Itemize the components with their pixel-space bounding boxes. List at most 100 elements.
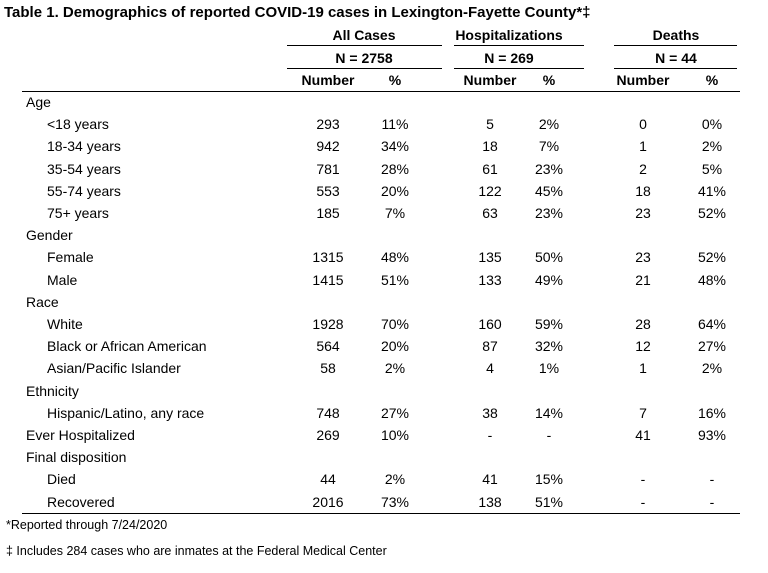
table-title: Table 1. Demographics of reported COVID-… xyxy=(4,4,591,21)
cell-number: 44 xyxy=(320,471,336,488)
cell-number: 28 xyxy=(635,316,651,332)
cell-number: 122 xyxy=(478,182,502,199)
cell-percent: 27% xyxy=(380,404,410,421)
cell-number: 7 xyxy=(639,404,647,421)
cell-percent: 2% xyxy=(701,360,723,377)
cell-number: - xyxy=(640,493,646,510)
cell-number: 269 xyxy=(316,427,340,443)
cell-percent: 7% xyxy=(538,138,560,155)
cell-number: 61 xyxy=(482,160,498,177)
section-label: Final disposition xyxy=(26,449,127,466)
group-header-underline xyxy=(454,45,584,46)
group-header-name: Deaths xyxy=(652,27,700,43)
column-header-percent: % xyxy=(388,72,402,88)
cell-number: 138 xyxy=(478,493,502,510)
cell-number: 21 xyxy=(635,271,651,288)
footnote: *Reported through 7/24/2020 xyxy=(6,518,168,532)
cell-percent: 49% xyxy=(534,271,564,288)
cell-percent: 10% xyxy=(380,427,410,443)
section-label: Ethnicity xyxy=(26,382,79,399)
row-label: 75+ years xyxy=(47,205,109,221)
cell-percent: 15% xyxy=(534,471,564,488)
header-bottom-rule xyxy=(22,91,740,92)
row-label: 55-74 years xyxy=(47,182,121,199)
cell-number: 63 xyxy=(482,205,498,221)
cell-percent: 20% xyxy=(380,338,410,355)
group-header-n: N = 2758 xyxy=(335,50,393,66)
cell-percent: 51% xyxy=(534,493,564,510)
group-header-underline xyxy=(614,45,737,46)
row-label: 18-34 years xyxy=(47,138,121,155)
section-label: Race xyxy=(26,293,59,310)
row-label: Asian/Pacific Islander xyxy=(47,360,181,377)
cell-percent: 93% xyxy=(697,427,727,443)
cell-number: - xyxy=(487,427,493,443)
row-label: White xyxy=(47,316,83,332)
cell-number: 553 xyxy=(316,182,340,199)
cell-number: 23 xyxy=(635,205,651,221)
cell-number: 942 xyxy=(316,138,340,155)
cell-number: 1 xyxy=(639,360,647,377)
cell-number: 185 xyxy=(316,205,340,221)
cell-percent: - xyxy=(546,427,552,443)
cell-number: 41 xyxy=(635,427,651,443)
cell-percent: 34% xyxy=(380,138,410,155)
cell-number: 135 xyxy=(478,249,502,266)
cell-number: 18 xyxy=(635,182,651,199)
table-bottom-rule xyxy=(22,513,740,514)
group-header-n: N = 269 xyxy=(484,50,534,66)
cell-number: 160 xyxy=(478,316,502,332)
column-header-number: Number xyxy=(616,72,670,88)
cell-number: 1928 xyxy=(312,316,344,332)
cell-percent: 23% xyxy=(534,160,564,177)
group-header-underline xyxy=(287,45,442,46)
cell-number: - xyxy=(640,471,646,488)
cell-percent: - xyxy=(709,471,715,488)
cell-percent: 11% xyxy=(381,116,409,133)
cell-number: 2016 xyxy=(312,493,344,510)
cell-number: 133 xyxy=(478,271,502,288)
cell-number: 18 xyxy=(482,138,498,155)
group-n-underline xyxy=(454,68,584,69)
row-label: <18 years xyxy=(47,116,109,133)
cell-percent: 2% xyxy=(538,116,560,133)
cell-percent: 5% xyxy=(701,160,723,177)
cell-number: 748 xyxy=(316,404,340,421)
cell-percent: 14% xyxy=(534,404,564,421)
cell-percent: 50% xyxy=(534,249,564,266)
row-label: Died xyxy=(47,471,76,488)
cell-percent: 48% xyxy=(697,271,727,288)
cell-number: 23 xyxy=(635,249,651,266)
row-label: 35-54 years xyxy=(47,160,121,177)
cell-number: 564 xyxy=(316,338,340,355)
cell-percent: 41% xyxy=(697,182,727,199)
column-header-percent: % xyxy=(705,72,719,88)
cell-percent: 0% xyxy=(701,116,723,133)
group-header-name: Hospitalizations xyxy=(455,27,563,43)
cell-percent: 20% xyxy=(380,182,410,199)
cell-number: 4 xyxy=(486,360,494,377)
cell-number: 58 xyxy=(320,360,336,377)
cell-number: 1 xyxy=(639,138,647,155)
cell-percent: 51% xyxy=(380,271,410,288)
cell-number: 1415 xyxy=(312,271,344,288)
cell-number: 781 xyxy=(316,160,340,177)
cell-percent: 27% xyxy=(697,338,727,355)
row-label: Black or African American xyxy=(47,338,207,355)
cell-number: 1315 xyxy=(312,249,344,266)
group-header-n: N = 44 xyxy=(655,50,697,66)
cell-number: 5 xyxy=(486,116,494,133)
row-label: Hispanic/Latino, any race xyxy=(47,404,205,421)
cell-percent: 59% xyxy=(534,316,564,332)
cell-percent: 2% xyxy=(701,138,723,155)
cell-percent: 64% xyxy=(697,316,727,332)
group-n-underline xyxy=(287,68,442,69)
cell-number: 0 xyxy=(639,116,647,133)
group-header-name: All Cases xyxy=(332,27,396,43)
section-label: Age xyxy=(26,94,51,110)
cell-percent: 70% xyxy=(380,316,410,332)
column-header-number: Number xyxy=(301,72,355,88)
cell-number: 41 xyxy=(482,471,498,488)
cell-percent: 7% xyxy=(384,205,406,221)
